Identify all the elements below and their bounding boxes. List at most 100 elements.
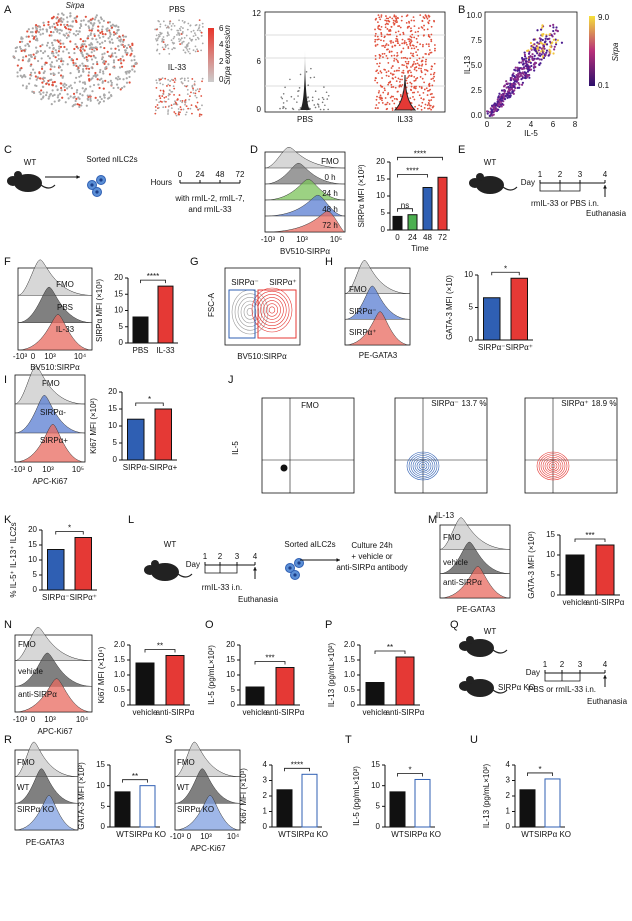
violin-dot [387, 62, 390, 64]
violin-dot [395, 21, 398, 24]
tsne-dot [193, 84, 196, 86]
bar [74, 537, 92, 591]
violin-dot [379, 94, 382, 97]
scatter-dot [545, 49, 549, 52]
panel-letter: P [325, 619, 332, 631]
tsne-dot [73, 47, 76, 51]
tsne-dot [58, 92, 62, 95]
scatter-dot [540, 50, 543, 53]
tsne-dot [193, 32, 196, 35]
violin-dot [375, 17, 378, 20]
violin-dot [406, 82, 409, 85]
tsne-dot [119, 38, 123, 41]
significance-label: **** [406, 167, 418, 176]
tsne-dot [167, 83, 170, 86]
tsne-dot [197, 27, 200, 30]
label: + vehicle or [351, 552, 392, 561]
tsne-dot [41, 28, 45, 31]
tsne-dot [79, 49, 82, 52]
dosing-bracket [544, 673, 581, 682]
tsne-dot [27, 82, 31, 85]
tsne-dot [103, 62, 106, 65]
tsne-dot [32, 91, 36, 95]
tsne-dot [34, 55, 37, 58]
arrow-head [336, 558, 340, 562]
violin-dot [387, 75, 390, 78]
tsne-dot [93, 22, 96, 25]
tsne-dot [111, 52, 114, 55]
tsne-dot [69, 71, 72, 75]
scatter-dot [526, 70, 530, 73]
tsne-dot [102, 72, 105, 75]
scatter-dot [531, 55, 534, 59]
plot-frame [261, 397, 355, 494]
scatter-dot [541, 34, 544, 37]
tsne-dot [42, 91, 45, 94]
tsne-dot [84, 82, 87, 86]
tsne-dot [163, 96, 166, 99]
violin-dot [422, 16, 425, 18]
contour [265, 303, 279, 317]
tsne-dot [187, 50, 190, 53]
violin-dot [420, 87, 423, 90]
violin-dot [380, 35, 383, 38]
tsne-dot [187, 80, 190, 82]
violin-dot [385, 20, 388, 22]
violin-dot [383, 46, 386, 49]
tsne-dot [22, 56, 25, 59]
significance-bracket [140, 279, 166, 284]
violin-dot [413, 91, 416, 94]
violin-dot [413, 98, 416, 101]
scatter-dot [518, 69, 521, 72]
scatter-dot [555, 26, 558, 29]
tsne-dot [117, 25, 120, 29]
y-tick-label: 0 [33, 585, 38, 594]
violin-dot [299, 73, 302, 76]
label: 5.0 [471, 61, 483, 70]
tsne-dot [81, 68, 85, 71]
scatter-dot [493, 102, 496, 105]
y-tick-label: 10 [376, 191, 385, 200]
tsne-dot [115, 83, 119, 86]
tsne-dot [94, 96, 97, 99]
violin-dot [380, 39, 382, 42]
tsne-dot [167, 78, 170, 81]
tsne-dot [188, 98, 191, 101]
tsne-dot [122, 38, 125, 41]
violin-dot [407, 76, 410, 78]
violin-dot [380, 26, 383, 28]
label: BV510:SIRPα [237, 352, 287, 361]
tsne-dot [60, 16, 63, 20]
violin-dot [409, 88, 412, 91]
x-tick-label: anti-SIRPα [156, 708, 195, 717]
scatter-dot [532, 38, 535, 41]
label: FMO [42, 379, 60, 388]
x-tick-label: 72 [438, 233, 447, 242]
tsne-dot [56, 88, 59, 92]
violin-dot [425, 43, 428, 46]
violin-dot [421, 77, 424, 80]
violin-dot [426, 28, 429, 31]
tsne-dot [96, 29, 100, 32]
tsne-dot [90, 29, 93, 32]
tsne-dot [78, 64, 82, 67]
tsne-dot [186, 28, 189, 31]
violin-dot [410, 66, 412, 68]
violin-dot [415, 78, 417, 80]
tsne-dot [178, 19, 180, 22]
violin-dot [427, 33, 430, 36]
label: 0 h [324, 173, 335, 182]
x-tick-label: SIRPα KO [534, 830, 571, 839]
scatter-dot [514, 80, 517, 83]
histogram-curve [14, 768, 79, 804]
contour [544, 458, 562, 474]
violin-dot [390, 42, 392, 44]
violin-dot [399, 33, 402, 36]
x-tick-label: SIRPα⁺ [69, 593, 97, 602]
scatter-dot [508, 96, 511, 99]
violin-dot [384, 103, 387, 106]
tsne-dot [180, 25, 182, 28]
label: 24 h [322, 189, 338, 198]
significance-label: * [538, 765, 541, 774]
violin-dot [416, 77, 419, 79]
